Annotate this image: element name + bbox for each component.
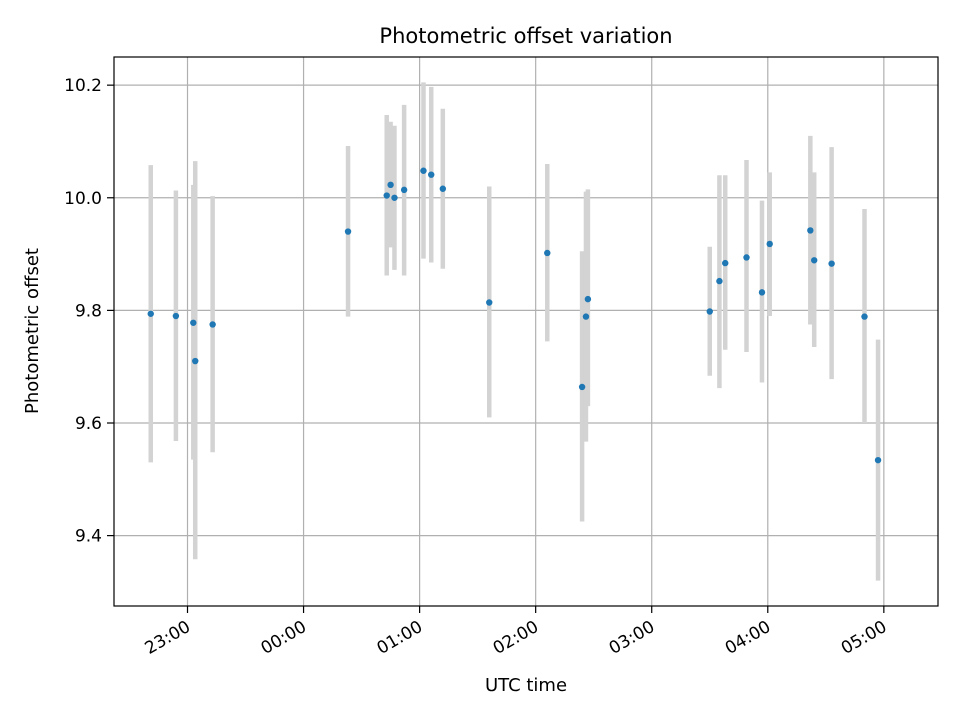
data-point — [147, 310, 154, 317]
y-tick-label: 9.8 — [75, 301, 102, 321]
data-point — [766, 240, 773, 248]
data-point — [582, 313, 590, 320]
x-axis-label: UTC time — [485, 675, 567, 696]
data-point — [584, 295, 592, 303]
data-point — [722, 259, 729, 267]
data-point — [828, 260, 835, 267]
data-point — [706, 308, 713, 315]
data-point — [861, 313, 868, 320]
data-point — [190, 319, 197, 326]
data-point — [192, 357, 199, 365]
data-point — [209, 321, 216, 328]
y-tick-label: 10.2 — [64, 76, 102, 96]
data-point — [811, 257, 818, 264]
data-point — [439, 185, 447, 192]
data-point — [874, 456, 882, 464]
data-point — [578, 383, 586, 391]
data-points — [147, 167, 882, 464]
data-point — [383, 192, 390, 199]
data-point — [391, 194, 398, 201]
plot-frame — [113, 56, 939, 607]
data-point — [486, 299, 493, 306]
data-point — [716, 277, 723, 285]
data-point — [743, 254, 750, 261]
grid-lines — [114, 57, 938, 606]
data-point — [387, 181, 394, 189]
data-point — [400, 186, 408, 194]
y-axis-label: Photometric offset — [22, 248, 43, 414]
data-point — [544, 249, 551, 257]
data-point — [172, 312, 180, 320]
data-point — [428, 171, 435, 178]
y-axis-ticks: 9.4 9.6 9.8 10.0 10.2 — [64, 76, 114, 547]
data-point — [807, 227, 814, 234]
y-tick-label: 9.4 — [75, 527, 102, 547]
y-tick-label: 10.0 — [64, 189, 102, 209]
y-tick-label: 9.6 — [75, 414, 102, 434]
chart-title: Photometric offset variation — [379, 24, 672, 48]
data-point — [420, 167, 427, 174]
data-point — [344, 228, 352, 235]
data-point — [758, 289, 766, 296]
